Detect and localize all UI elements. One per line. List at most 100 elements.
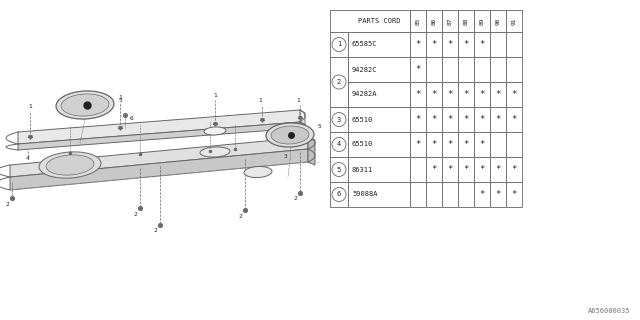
Text: *: *	[463, 90, 468, 99]
Text: *: *	[479, 115, 484, 124]
Text: 5: 5	[318, 124, 322, 130]
Bar	[458, 82, 474, 107]
Bar	[458, 132, 474, 157]
Text: 2: 2	[337, 79, 341, 85]
Bar	[426, 10, 442, 32]
Bar	[474, 132, 490, 157]
Bar	[410, 10, 426, 32]
Text: *: *	[495, 90, 500, 99]
Text: *: *	[431, 115, 436, 124]
Text: 5: 5	[119, 99, 123, 103]
Text: 4: 4	[26, 156, 30, 162]
Text: *: *	[415, 65, 420, 74]
Bar	[442, 82, 458, 107]
Text: *: *	[463, 140, 468, 149]
Bar	[410, 182, 426, 207]
Text: 2: 2	[133, 212, 137, 217]
Text: *: *	[495, 190, 500, 199]
Text: 1: 1	[258, 98, 262, 103]
Bar	[426, 32, 442, 57]
Text: *: *	[431, 40, 436, 49]
Bar	[490, 57, 506, 82]
Text: *: *	[479, 165, 484, 174]
Text: *: *	[511, 165, 516, 174]
Text: *: *	[447, 140, 452, 149]
Bar	[490, 182, 506, 207]
Text: *: *	[447, 40, 452, 49]
Bar	[426, 107, 442, 132]
Bar	[458, 57, 474, 82]
Bar	[458, 157, 474, 182]
Text: 2: 2	[238, 213, 242, 219]
Bar	[348, 82, 410, 107]
Text: *: *	[463, 165, 468, 174]
Bar	[458, 107, 474, 132]
Bar	[330, 57, 348, 107]
Text: *: *	[415, 90, 420, 99]
Bar	[442, 132, 458, 157]
Text: 65510: 65510	[352, 116, 373, 123]
Text: *: *	[431, 165, 436, 174]
Bar	[474, 57, 490, 82]
Text: *: *	[431, 90, 436, 99]
Bar	[348, 157, 410, 182]
Ellipse shape	[266, 123, 314, 147]
Text: 86: 86	[431, 17, 436, 25]
Bar	[490, 107, 506, 132]
Text: 65585C: 65585C	[352, 42, 378, 47]
Bar	[474, 82, 490, 107]
Text: 85: 85	[415, 17, 420, 25]
Text: *: *	[463, 40, 468, 49]
Bar	[490, 10, 506, 32]
Text: *: *	[495, 115, 500, 124]
Text: 1: 1	[118, 95, 122, 100]
Bar	[426, 132, 442, 157]
Polygon shape	[18, 110, 300, 144]
Text: 87: 87	[447, 17, 452, 25]
Ellipse shape	[244, 166, 272, 178]
Text: 3: 3	[284, 155, 288, 159]
Text: *: *	[415, 140, 420, 149]
Bar	[410, 57, 426, 82]
Bar	[348, 107, 410, 132]
Bar	[348, 182, 410, 207]
Bar	[442, 107, 458, 132]
Bar	[506, 107, 522, 132]
Ellipse shape	[39, 152, 101, 178]
Text: 6: 6	[337, 191, 341, 197]
Bar	[458, 32, 474, 57]
Bar	[410, 157, 426, 182]
Bar	[330, 32, 348, 57]
Bar	[506, 132, 522, 157]
Text: 6: 6	[130, 116, 134, 121]
Bar	[474, 157, 490, 182]
Bar	[458, 182, 474, 207]
Bar	[506, 57, 522, 82]
Text: 5: 5	[337, 166, 341, 172]
Text: 94282A: 94282A	[352, 92, 378, 98]
Bar	[506, 10, 522, 32]
Text: *: *	[447, 90, 452, 99]
Text: *: *	[511, 90, 516, 99]
Text: 91: 91	[511, 17, 516, 25]
Text: 3: 3	[337, 116, 341, 123]
Polygon shape	[10, 149, 308, 190]
Text: 2: 2	[5, 202, 9, 206]
Text: *: *	[431, 140, 436, 149]
Ellipse shape	[200, 147, 230, 157]
Bar	[348, 57, 410, 82]
Text: A656000035: A656000035	[588, 308, 630, 314]
Text: 2: 2	[153, 228, 157, 234]
Bar	[506, 157, 522, 182]
Text: 2: 2	[293, 196, 297, 202]
Bar	[442, 32, 458, 57]
Text: *: *	[447, 165, 452, 174]
Bar	[348, 32, 410, 57]
Ellipse shape	[271, 126, 309, 144]
Polygon shape	[10, 137, 308, 177]
Text: 1: 1	[60, 156, 63, 161]
Bar	[490, 132, 506, 157]
Bar	[474, 32, 490, 57]
Bar	[410, 132, 426, 157]
Ellipse shape	[56, 91, 114, 119]
